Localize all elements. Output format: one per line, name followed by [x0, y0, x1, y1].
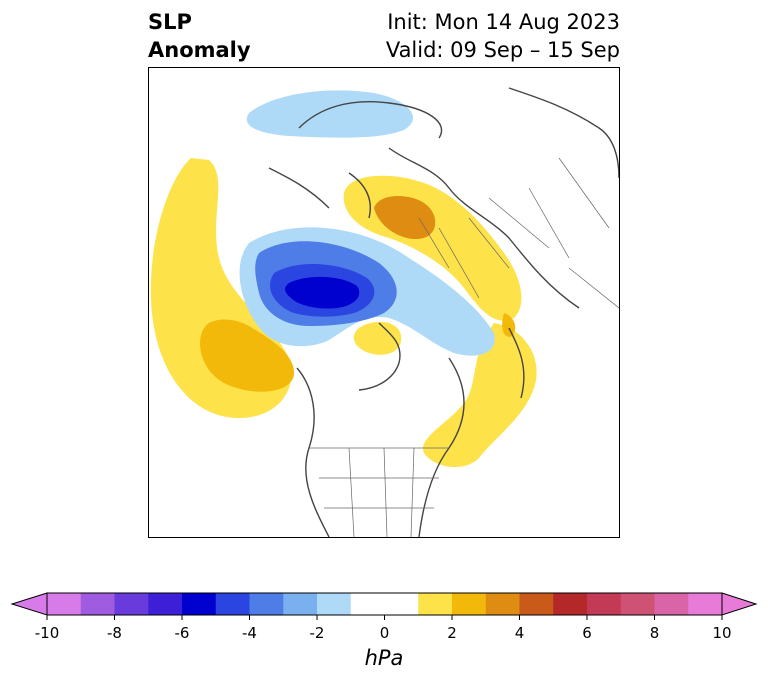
colorbar-tick-label: -6 — [174, 624, 190, 642]
map-panel — [148, 67, 620, 538]
colorbar-bin — [317, 593, 352, 615]
colorbar-tick-label: 8 — [649, 624, 660, 642]
colorbar-bin — [182, 593, 217, 615]
colorbar-bin — [418, 593, 453, 615]
colorbar-bin — [553, 593, 588, 615]
colorbar — [10, 592, 758, 620]
colorbar-bin — [620, 593, 655, 615]
colorbar-tick-label: -4 — [242, 624, 257, 642]
colorbar-bin — [485, 593, 520, 615]
colorbar-bin — [384, 593, 419, 615]
colorbar-tick-label: 4 — [514, 624, 525, 642]
colorbar-bin — [350, 593, 385, 615]
colorbar-bin — [215, 593, 250, 615]
colorbar-bin — [47, 593, 82, 615]
colorbar-bin — [519, 593, 554, 615]
anomaly-high-atlantic — [423, 323, 537, 468]
title-variable: SLP — [148, 10, 192, 34]
colorbar-bin — [587, 593, 622, 615]
anomaly-high-pacific-core — [200, 319, 294, 392]
title-right: Init: Mon 14 Aug 2023 Valid: 09 Sep – 15… — [386, 8, 620, 64]
anomaly-high-hudson — [353, 321, 402, 355]
valid-range: Valid: 09 Sep – 15 Sep — [385, 38, 620, 62]
colorbar-bin — [114, 593, 149, 615]
colorbar-unit-label: hPa — [364, 646, 404, 670]
colorbar-tick-label: -10 — [34, 624, 60, 642]
colorbar-bin — [654, 593, 689, 615]
colorbar-bin — [452, 593, 487, 615]
colorbar-bin — [688, 593, 723, 615]
anomaly-high-atlantic-core — [502, 313, 516, 337]
colorbar-tick-label: -8 — [107, 624, 122, 642]
colorbar-bin — [148, 593, 183, 615]
colorbar-extend-high — [721, 592, 758, 616]
colorbar-bin — [283, 593, 318, 615]
init-date: Init: Mon 14 Aug 2023 — [387, 10, 620, 34]
political-boundaries — [309, 157, 619, 537]
anomaly-low-greenland — [246, 90, 413, 138]
colorbar-bin — [80, 593, 115, 615]
colorbar-bin — [249, 593, 284, 615]
title-left: SLP Anomaly — [148, 8, 251, 64]
map-svg — [150, 87, 619, 537]
anomaly-high-scandinavia-core — [374, 196, 436, 239]
title-field: Anomaly — [148, 38, 251, 62]
colorbar-tick-label: -2 — [309, 624, 325, 642]
colorbar-tick-label: 6 — [582, 624, 592, 642]
colorbar-tick-label: 2 — [447, 624, 457, 642]
anomaly-low-arctic-center — [285, 276, 360, 309]
colorbar-tick-label: 10 — [712, 624, 732, 642]
colorbar-extend-low — [10, 592, 48, 616]
colorbar-tick-label: 0 — [379, 624, 390, 642]
